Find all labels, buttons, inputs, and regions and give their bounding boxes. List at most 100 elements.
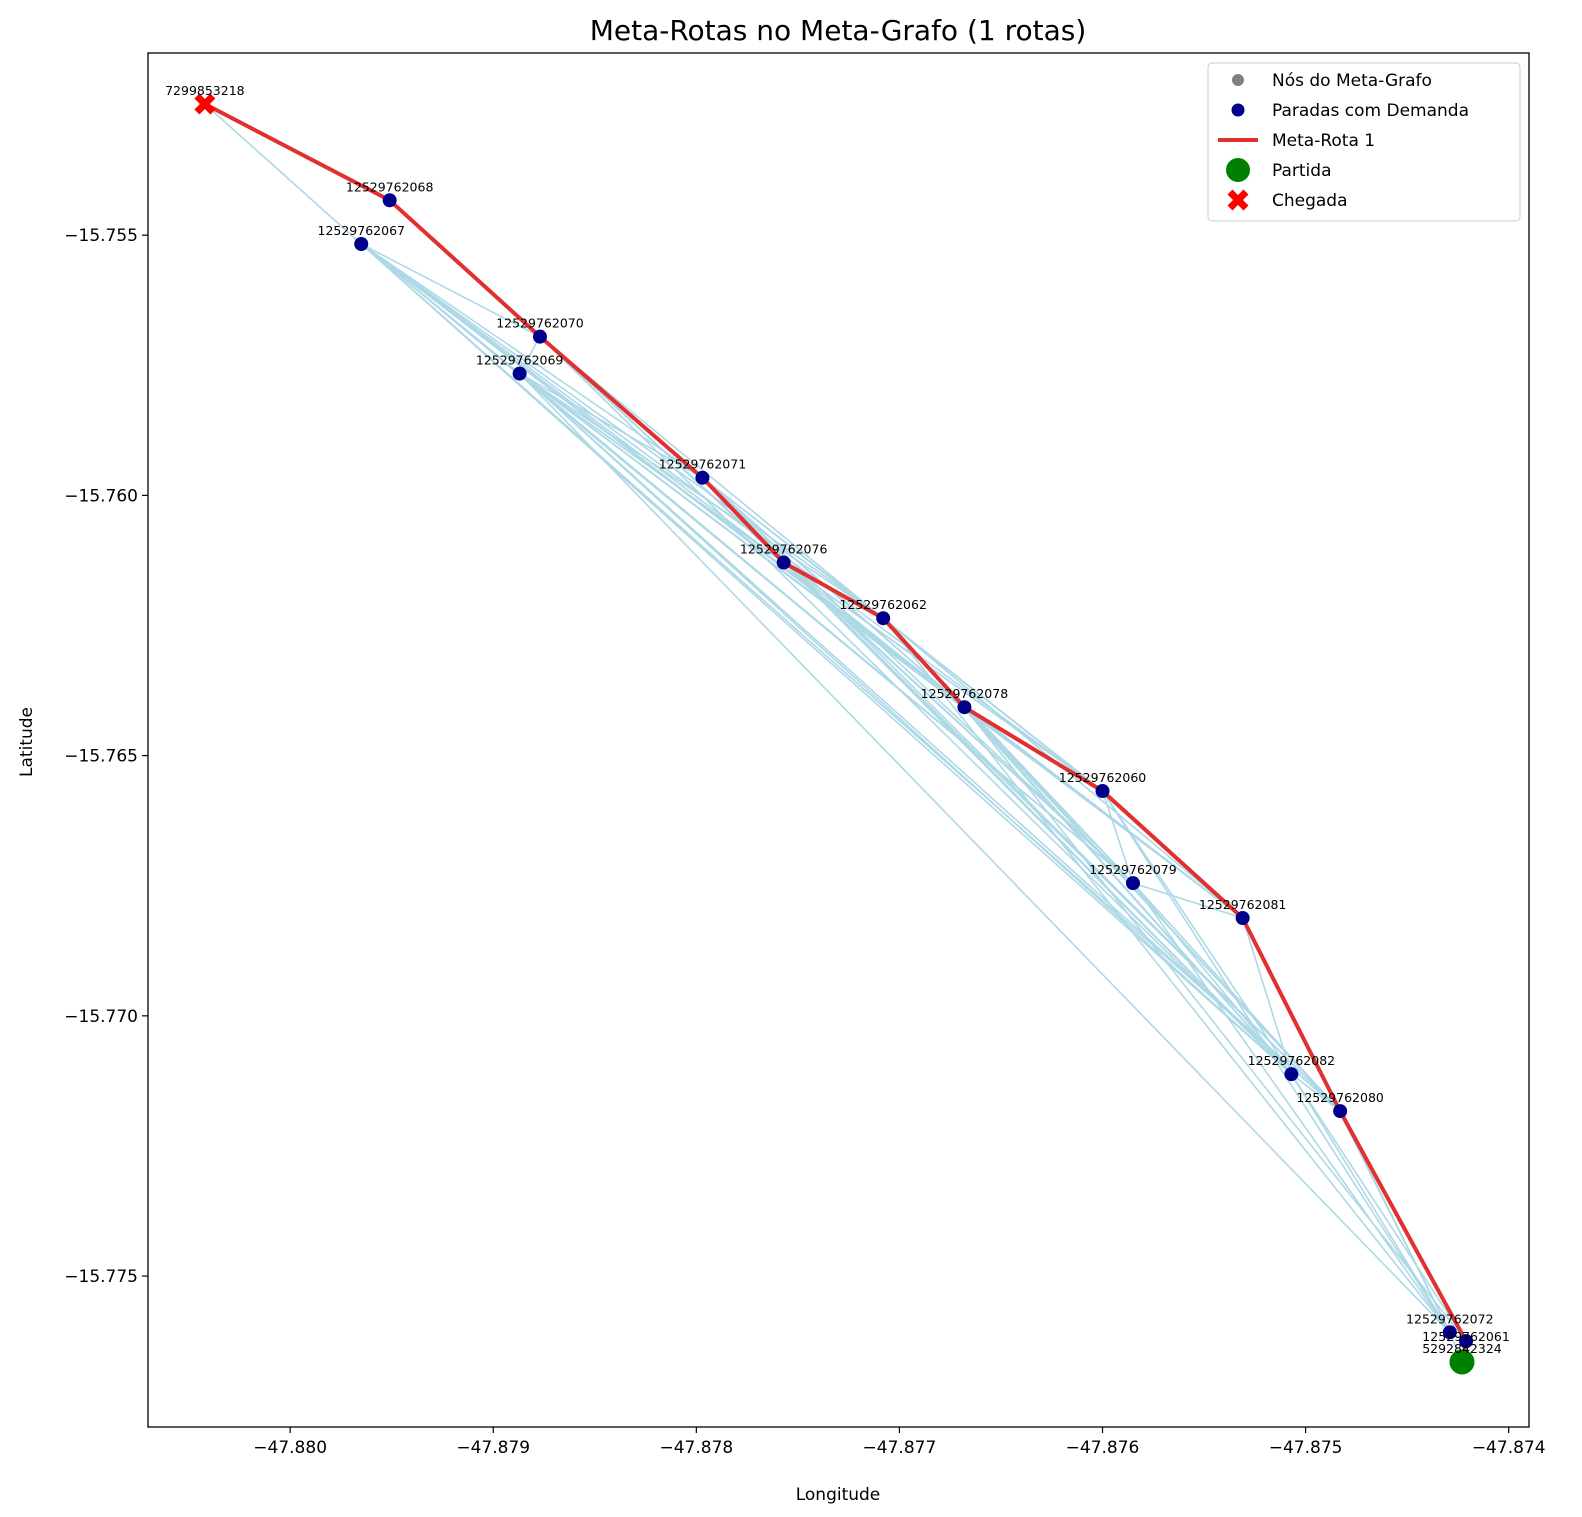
graph-edge <box>783 561 1134 884</box>
graph-edge <box>783 561 1103 792</box>
graph-edge <box>1101 790 1451 1333</box>
x-tick-label: −47.874 <box>1472 1438 1546 1458</box>
legend-box <box>1207 62 1521 222</box>
demand-stop-point <box>776 555 791 570</box>
x-tick-label: −47.875 <box>1269 1438 1343 1458</box>
demand-stop-point <box>1125 876 1140 891</box>
demand-stop-point <box>1333 1104 1348 1119</box>
y-tick-label: −15.765 <box>64 747 138 767</box>
graph-edge <box>360 243 541 338</box>
node-label: 12529762081 <box>1199 897 1286 912</box>
node-label: 7299853218 <box>165 83 245 98</box>
node-label: 12529762071 <box>659 457 746 472</box>
graph-edge <box>518 336 541 374</box>
graph-edge <box>1241 917 1293 1075</box>
graph-edge <box>204 103 362 245</box>
y-tick-label: −15.755 <box>64 226 138 246</box>
node-label: 12529762067 <box>318 223 405 238</box>
graph-edge <box>882 617 1104 792</box>
demand-stop-point <box>512 366 527 381</box>
node-labels: 7299853218 12529762068 12529762067 12529762… <box>165 83 1510 1356</box>
demand-stop-point <box>1095 784 1110 799</box>
x-tick-label: −47.878 <box>659 1438 733 1458</box>
graph-edge <box>1132 882 1451 1333</box>
legend-marker <box>1227 189 1249 211</box>
axes: −47.880 −47.879 −47.878 −47.877 −47.876 −47.8… <box>64 52 1546 1458</box>
graph-edge <box>360 243 1103 792</box>
graph-edge <box>1290 1073 1467 1342</box>
node-label: 12529762082 <box>1248 1053 1335 1068</box>
node-label: 12529762079 <box>1089 862 1177 877</box>
start-marker <box>1449 1349 1475 1375</box>
x-tick-label: −47.877 <box>863 1438 937 1458</box>
graph-edge <box>519 373 1451 1333</box>
legend-label: Meta-Rota 1 <box>1272 131 1375 151</box>
graph-edge <box>1290 1073 1341 1112</box>
demand-stop-point <box>957 700 972 715</box>
legend-label: Paradas com Demanda <box>1272 101 1469 121</box>
graph-edge <box>1101 790 1134 884</box>
node-label: 12529762060 <box>1059 770 1147 785</box>
node-label: 12529762080 <box>1296 1090 1384 1105</box>
demand-stop-point <box>1459 1334 1474 1349</box>
node-label: 12529762061 <box>1422 1329 1509 1344</box>
node-label: 12529762072 <box>1406 1311 1493 1326</box>
demand-stop-point <box>1235 910 1250 925</box>
legend-label: Partida <box>1272 161 1332 181</box>
demand-stop-point <box>876 611 891 626</box>
node-label: 12529762062 <box>839 597 926 612</box>
meta-route-1 <box>202 102 1468 1364</box>
node-label: 5292842324 <box>1422 1341 1502 1356</box>
graph-edge <box>519 372 1134 884</box>
demand-stop-point <box>354 237 369 252</box>
x-tick-label: −47.876 <box>1066 1438 1140 1458</box>
legend-label: Chegada <box>1272 191 1348 211</box>
x-tick-label: −47.880 <box>253 1438 327 1458</box>
node-label: 12529762078 <box>921 686 1009 701</box>
legend-label: Nós do Meta-Grafo <box>1272 71 1432 91</box>
plot-frame <box>147 52 1530 1428</box>
legend-marker <box>1226 158 1250 182</box>
end-marker-stroke <box>194 93 216 115</box>
demand-stop-point <box>532 329 547 344</box>
graph-edge <box>1132 882 1293 1075</box>
graph-edge <box>1101 790 1293 1075</box>
meta-route-line <box>202 102 1468 1364</box>
graph-edge <box>963 706 1292 1075</box>
node-label: 12529762076 <box>740 542 828 557</box>
y-axis-label: Latitude <box>17 707 37 777</box>
legend-marker <box>1231 103 1245 117</box>
legend: Nós do Meta-Grafo Paradas com Demanda Meta… <box>1207 62 1521 222</box>
demand-stop-point <box>695 470 710 485</box>
x-tick-label: −47.879 <box>456 1438 530 1458</box>
node-label: 12529762069 <box>476 353 564 368</box>
chart-title: Meta-Rotas no Meta-Grafo (1 rotas) <box>590 14 1087 47</box>
end-marker <box>194 93 216 115</box>
graph-edge <box>963 706 1244 919</box>
graph-edge <box>539 336 884 619</box>
y-tick-label: −15.760 <box>64 486 138 506</box>
graph-edge <box>539 336 1292 1075</box>
meta-graph-edges <box>204 103 1467 1363</box>
y-tick-label: −15.770 <box>64 1007 138 1027</box>
legend-marker <box>1232 74 1244 86</box>
x-axis-label: Longitude <box>796 1485 881 1505</box>
node-label: 12529762070 <box>496 316 584 331</box>
graph-edge <box>1132 882 1243 919</box>
graph-edge <box>783 561 1341 1112</box>
demand-stop-point <box>1284 1067 1299 1082</box>
graph-edge <box>1132 882 1341 1112</box>
graph-edge <box>360 243 1341 1112</box>
graph-nodes <box>194 93 1475 1375</box>
y-tick-label: −15.775 <box>64 1267 138 1287</box>
demand-stop-point <box>1442 1325 1457 1340</box>
demand-stop-point <box>382 193 397 208</box>
node-label: 12529762068 <box>346 179 434 194</box>
graph-edge <box>1290 1073 1451 1333</box>
graph-edge <box>519 372 703 479</box>
graph-edge <box>360 243 703 479</box>
graph-edge <box>882 617 1451 1333</box>
